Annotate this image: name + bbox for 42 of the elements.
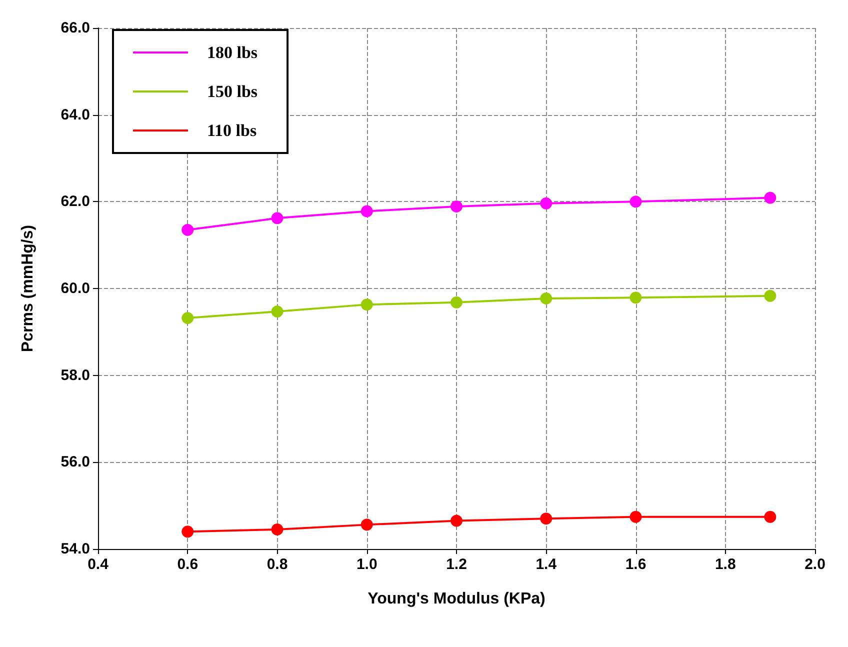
legend-label: 180 lbs	[207, 43, 258, 62]
y-axis-title: Pcrms (mmHg/s)	[20, 224, 36, 352]
y-tick-label: 58.0	[60, 366, 90, 384]
point	[450, 514, 462, 527]
point	[540, 292, 552, 304]
point	[540, 197, 552, 210]
point	[360, 518, 373, 531]
x-tick-label: 1.0	[356, 556, 378, 573]
x-tick-label: 0.6	[177, 556, 198, 573]
point	[450, 200, 462, 212]
y-tick-label: 54.0	[60, 540, 90, 558]
y-tick-label: 64.0	[60, 106, 90, 124]
point	[271, 306, 284, 318]
point	[764, 510, 776, 523]
point	[271, 212, 284, 224]
legend-label: 150 lbs	[207, 82, 258, 101]
x-tick-label: 1.2	[446, 556, 467, 573]
point	[182, 224, 194, 236]
y-tick-label: 60.0	[60, 280, 90, 297]
point	[360, 298, 373, 311]
point	[630, 196, 642, 208]
y-tick-label: 56.0	[60, 454, 90, 471]
x-tick-label: 1.4	[536, 556, 558, 573]
x-tick-label: 0.4	[88, 556, 110, 573]
x-tick-label: 0.8	[266, 556, 288, 573]
y-tick-label: 66.0	[60, 20, 90, 36]
point	[182, 526, 194, 538]
point	[630, 510, 642, 523]
x-tick-label: 1.6	[625, 556, 646, 573]
y-tick-label: 62.0	[60, 193, 90, 210]
x-tick-label: 1.8	[714, 556, 736, 573]
point	[182, 312, 194, 324]
point	[360, 205, 373, 218]
point	[540, 512, 552, 525]
point	[764, 290, 776, 302]
point	[450, 296, 462, 308]
point	[271, 523, 284, 536]
point	[630, 292, 642, 304]
x-axis-title: Young's Modulus (KPa)	[368, 590, 546, 608]
point	[764, 192, 776, 204]
x-tick-label: 2.0	[804, 556, 826, 573]
legend-label: 110 lbs	[207, 121, 257, 140]
